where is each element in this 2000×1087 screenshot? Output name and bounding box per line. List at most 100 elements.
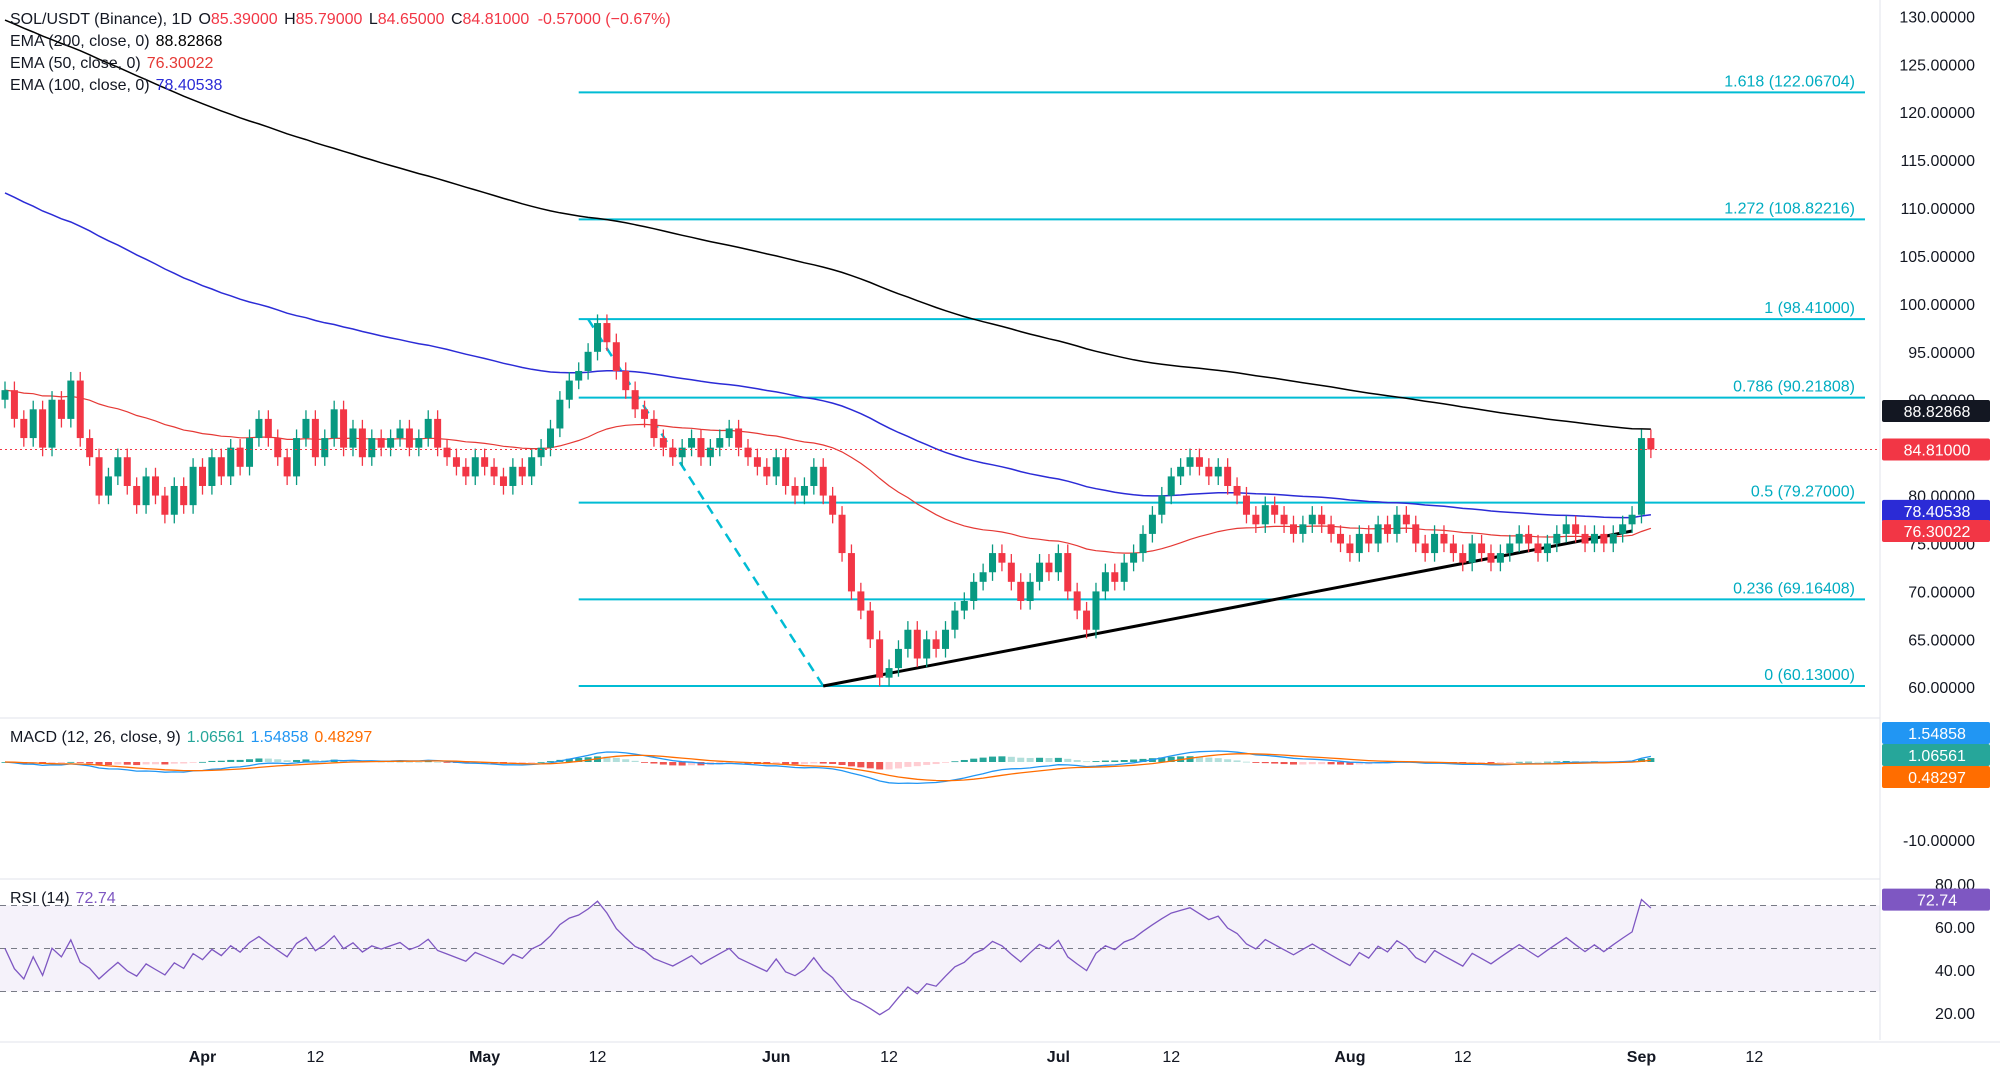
candle-body [340,409,348,448]
candle-body [1365,533,1373,544]
candle-body [349,428,357,448]
ema100-value: 78.40538 [155,77,223,94]
macd-histogram-bar [1064,758,1072,762]
macd-signal-line [4,753,1651,782]
ema200-line [4,19,1651,430]
macd-line [4,750,1652,785]
macd-signal-value: 0.48297 [314,729,373,746]
price-tick-label: 125.00000 [1899,57,1975,74]
symbol-label: SOL/USDT (Binance), 1D [10,11,192,28]
macd-histogram-bar [57,762,65,764]
candle-body [387,438,395,448]
macd-histogram-bar [894,762,902,769]
macd-histogram-bar [1233,760,1241,762]
candle-body [434,418,442,448]
candle-body [1111,572,1119,582]
candle-body [1186,457,1194,467]
candle-body [95,457,103,496]
price-tick-label: 105.00000 [1899,249,1975,266]
ema200-legend: EMA (200, close, 0) 88.82868 [10,31,222,53]
macd-histogram-bar [1553,761,1561,763]
candle-body [208,457,216,486]
macd-histogram-bar [509,762,517,764]
main-price-pane[interactable]: 1.618 (122.06704) 1.272 (108.82216) 1 (98.… [0,19,1880,688]
candle-body [885,668,893,678]
macd-pane[interactable] [1,750,1655,785]
candle-body [1449,543,1457,554]
candle-body [1459,553,1467,563]
candle-body [1064,553,1072,592]
candle-body [481,457,489,467]
candle-body [180,485,188,506]
macd-histogram-bar [264,758,272,762]
ema100-price-badge: 78.40538 [1904,504,1971,521]
candle-body [1289,524,1297,534]
candle-body [1327,524,1335,534]
ema200-value: 88.82868 [155,33,223,50]
candle-body [1421,543,1429,554]
candle-body [1525,533,1533,544]
candle-body [1543,543,1551,554]
candle-body [989,553,997,573]
macd-histogram-bar [885,762,893,770]
macd-histogram-bar [989,756,997,762]
candle-body [857,591,865,611]
candle-body [358,428,366,458]
candle-body [1195,457,1203,467]
macd-histogram-bar [838,762,846,765]
candle-body [415,438,423,448]
macd-histogram-bar [1017,757,1025,762]
candle-body [1017,581,1025,601]
candle-body [575,370,583,381]
macd-histogram-bar [1506,762,1514,763]
candle-body [650,418,658,439]
macd-histogram-bar [123,762,131,765]
candle-body [1242,495,1250,515]
macd-histogram-bar [1289,762,1297,765]
candle-body [321,438,329,458]
high-value: 85.79000 [295,11,363,28]
rsi-value-badge: 72.74 [1917,893,1957,910]
macd-histogram-bar [1487,762,1495,764]
rsi-pane[interactable] [0,898,1880,1016]
macd-histogram-bar [518,762,526,764]
time-tick-label: Aug [1334,1049,1365,1066]
candle-body [1346,543,1354,554]
price-tick-label: 95.00000 [1908,345,1975,362]
macd-legend: MACD (12, 26, close, 9) 1.06561 1.54858 0.4… [10,727,372,749]
candle-body [142,476,150,506]
macd-histogram-bar [1299,762,1307,765]
macd-histogram-bar [1101,760,1109,762]
ema100-line [4,192,1652,519]
macd-line-value: 1.54858 [250,729,309,746]
candle-body [1120,562,1128,582]
ema50-price-badge: 76.30022 [1904,524,1971,541]
time-tick-label: 12 [1162,1049,1180,1066]
candle-body [368,438,376,458]
candle-body [48,399,56,448]
macd-histogram-bar [1496,762,1504,763]
macd-histogram-bar [575,757,583,762]
time-tick-label: 12 [880,1049,898,1066]
macd-histogram-bar [1647,758,1655,762]
macd-histogram-bar [1572,760,1580,762]
candle-body [1214,466,1222,477]
candle-body [151,476,159,496]
candle-body [199,466,207,486]
candle-body [1600,533,1608,544]
candle-body [330,409,338,439]
macd-histogram-bar [932,762,940,765]
candle-body [678,447,686,458]
candle-body [1581,533,1589,544]
macd-line-badge-bg [1882,722,1990,744]
macd-histogram-bar [1242,761,1250,763]
macd-histogram-bar [1195,756,1203,762]
candle-body [123,457,131,486]
candle-body [669,447,677,458]
macd-histogram-bar [236,759,244,762]
candle-body [1073,591,1081,611]
macd-histogram-bar [293,759,301,762]
macd-histogram-bar [1346,762,1354,765]
candle-body [744,447,752,458]
